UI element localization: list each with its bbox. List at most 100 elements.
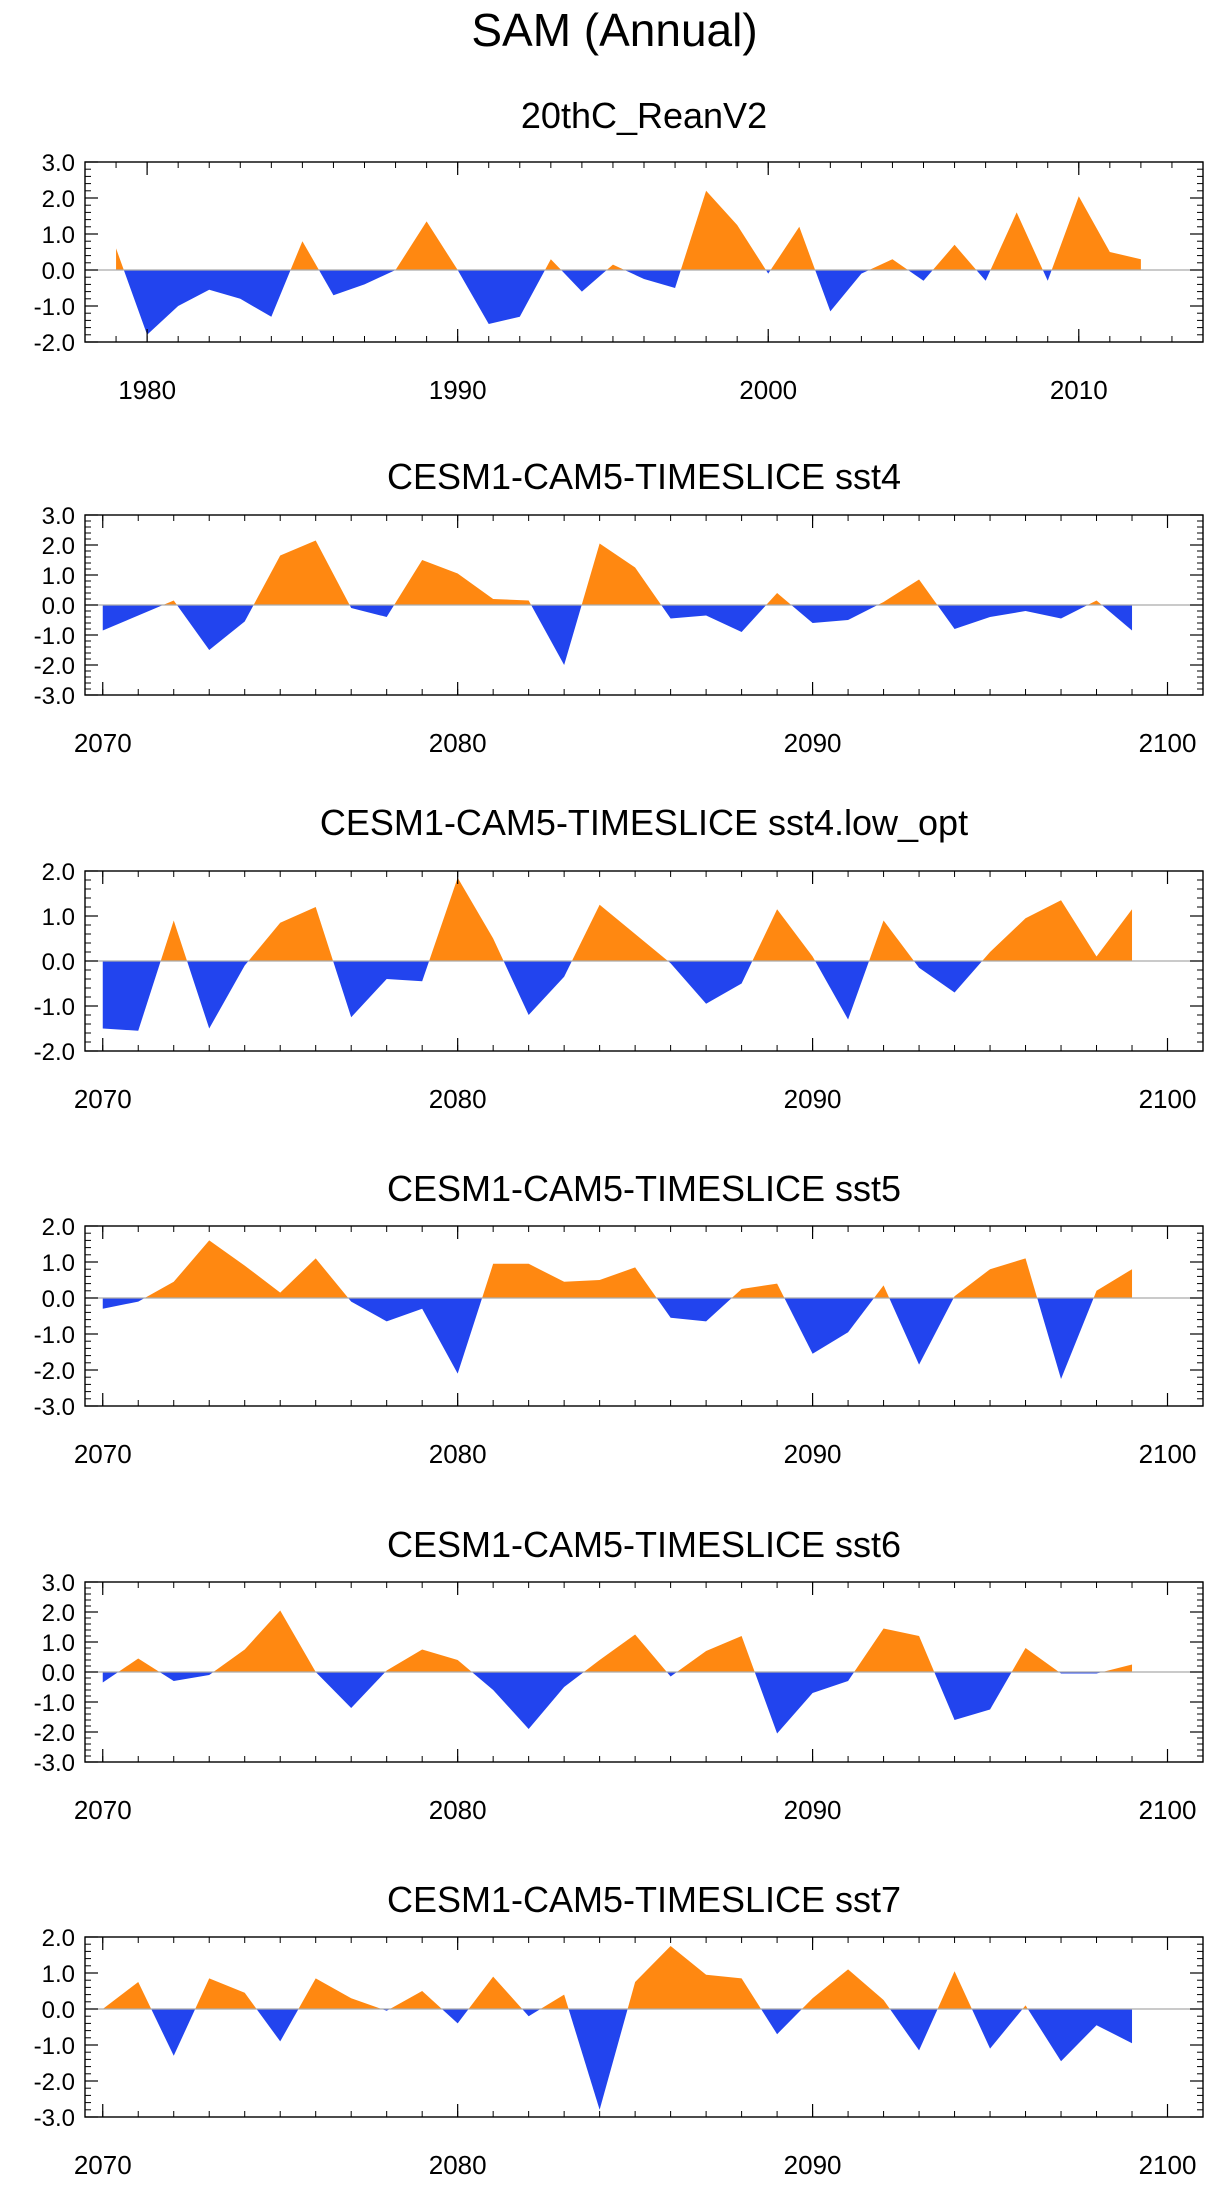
negative-area-18 (971, 2009, 1023, 2049)
negative-area-3 (159, 1672, 214, 1681)
y-tick-label: 0.0 (42, 1286, 75, 1313)
y-tick-label: 2.0 (42, 859, 75, 886)
panel-title: CESM1-CAM5-TIMESLICE sst5 (387, 1168, 901, 1209)
y-tick-label: -1.0 (34, 994, 75, 1021)
positive-area-2 (163, 600, 177, 605)
negative-area-13 (937, 605, 1088, 629)
positive-area-11 (680, 190, 766, 270)
positive-area-4 (213, 1610, 316, 1672)
y-tick-label: 3.0 (42, 1570, 75, 1597)
negative-area-7 (784, 1298, 875, 1354)
positive-area-17 (932, 244, 977, 270)
negative-area-4 (256, 2009, 299, 2042)
positive-area-7 (389, 1991, 442, 2009)
chart-panel-2: CESM1-CAM5-TIMESLICE sst4 3.0 2.0 1.0 0.0 -1.… (34, 456, 1204, 758)
positive-area-14 (1011, 1648, 1059, 1672)
negative-area-16 (907, 270, 933, 281)
positive-area-5 (298, 1978, 382, 2009)
y-tick-label: 1.0 (42, 563, 75, 590)
negative-area-12 (568, 2009, 628, 2110)
y-tick-label: 1.0 (42, 904, 75, 931)
x-tick-label: 2070 (74, 2150, 132, 2180)
negative-area-11 (1037, 1298, 1094, 1379)
x-tick-label: 1990 (429, 375, 487, 405)
figure-title: SAM (Annual) (471, 4, 758, 56)
y-tick-label: -1.0 (34, 2033, 75, 2060)
panel-title: CESM1-CAM5-TIMESLICE sst6 (387, 1524, 901, 1565)
positive-area-6 (731, 1283, 785, 1298)
x-tick-label: 2080 (429, 1084, 487, 1114)
positive-area-3 (290, 241, 319, 270)
y-tick-label: 2.0 (42, 1600, 75, 1627)
negative-area-1 (102, 1298, 145, 1309)
negative-area-7 (531, 605, 582, 665)
y-tick-label: 0.0 (42, 593, 75, 620)
positive-area-13 (770, 226, 816, 270)
negative-area-15 (1101, 605, 1133, 631)
chart-panel-1: 20thC_ReanV2 3.0 2.0 1.0 0.0 -1.0 -2.0 1980 1990… (34, 95, 1204, 405)
y-tick-label: 0.0 (42, 1660, 75, 1687)
x-tick-label: 2090 (784, 1084, 842, 1114)
x-tick-label: 2080 (429, 1795, 487, 1825)
positive-area-12 (877, 579, 938, 605)
positive-area-12 (854, 1628, 935, 1672)
negative-area-9 (661, 605, 767, 632)
x-tick-label: 2090 (784, 2150, 842, 2180)
positive-area-4 (482, 1263, 657, 1298)
negative-area-20 (1027, 2009, 1133, 2062)
y-tick-label: -2.0 (34, 330, 75, 357)
x-tick-label: 2080 (429, 2150, 487, 2180)
positive-area-11 (540, 1994, 569, 2009)
positive-area-21 (1051, 196, 1141, 270)
negative-area-5 (333, 961, 430, 1018)
y-tick-label: 2.0 (42, 1214, 75, 1241)
negative-area-11 (754, 1672, 855, 1734)
x-tick-label: 2090 (784, 1795, 842, 1825)
positive-area-17 (937, 1971, 972, 2009)
positive-area-3 (195, 1978, 257, 2009)
positive-area-8 (571, 904, 668, 961)
panel-title: CESM1-CAM5-TIMESLICE sst4 (387, 456, 901, 497)
positive-area-1 (102, 1982, 152, 2009)
chart-panel-4: CESM1-CAM5-TIMESLICE sst5 2.0 1.0 0.0 -1.0 -2… (34, 1168, 1204, 1469)
y-tick-label: 2.0 (42, 186, 75, 213)
y-tick-label: 0.0 (42, 949, 75, 976)
positive-area-10 (953, 1258, 1038, 1298)
positive-area-15 (801, 1969, 890, 2009)
panel-title: CESM1-CAM5-TIMESLICE sst4.low_opt (320, 802, 968, 843)
y-tick-label: -1.0 (34, 623, 75, 650)
panel-title: CESM1-CAM5-TIMESLICE sst7 (387, 1879, 901, 1920)
y-tick-label: -3.0 (34, 2105, 75, 2132)
panel-title: 20thC_ReanV2 (521, 95, 767, 136)
positive-area-10 (676, 1636, 755, 1672)
positive-area-6 (394, 560, 532, 605)
positive-area-12 (1093, 1269, 1133, 1298)
positive-area-7 (545, 259, 562, 270)
y-tick-label: 2.0 (42, 1925, 75, 1952)
negative-area-11 (815, 961, 870, 1020)
negative-area-20 (1042, 270, 1052, 281)
y-tick-label: -2.0 (34, 1039, 75, 1066)
positive-area-12 (869, 920, 914, 961)
positive-area-4 (253, 540, 350, 605)
negative-area-7 (503, 961, 572, 1015)
plot-frame (84, 1225, 1204, 1407)
positive-area-9 (468, 1976, 523, 2009)
positive-area-8 (874, 1285, 890, 1298)
x-tick-label: 2100 (1139, 2150, 1197, 2180)
positive-area-10 (766, 593, 792, 605)
chart-panel-6: CESM1-CAM5-TIMESLICE sst7 2.0 1.0 0.0 -1.0 -2… (34, 1879, 1204, 2180)
negative-area-3 (348, 1298, 483, 1374)
y-tick-label: 1.0 (42, 1961, 75, 1988)
negative-area-4 (318, 270, 396, 296)
positive-area-2 (118, 1658, 160, 1672)
positive-area-1 (116, 248, 124, 270)
negative-area-16 (889, 2009, 938, 2051)
negative-area-7 (471, 1672, 584, 1729)
negative-area-2 (123, 270, 291, 335)
negative-area-9 (667, 961, 753, 1004)
y-tick-label: -1.0 (34, 1322, 75, 1349)
y-tick-label: -2.0 (34, 2069, 75, 2096)
plot-frame (84, 1936, 1204, 2118)
negative-area-11 (791, 605, 878, 623)
